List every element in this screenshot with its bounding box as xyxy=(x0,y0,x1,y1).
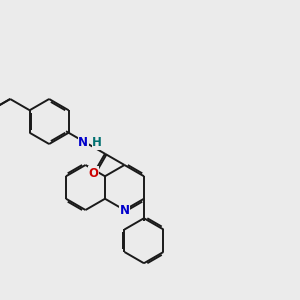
Text: N: N xyxy=(78,136,88,149)
Text: H: H xyxy=(92,136,102,149)
Text: N: N xyxy=(119,203,130,217)
Text: O: O xyxy=(89,167,99,180)
